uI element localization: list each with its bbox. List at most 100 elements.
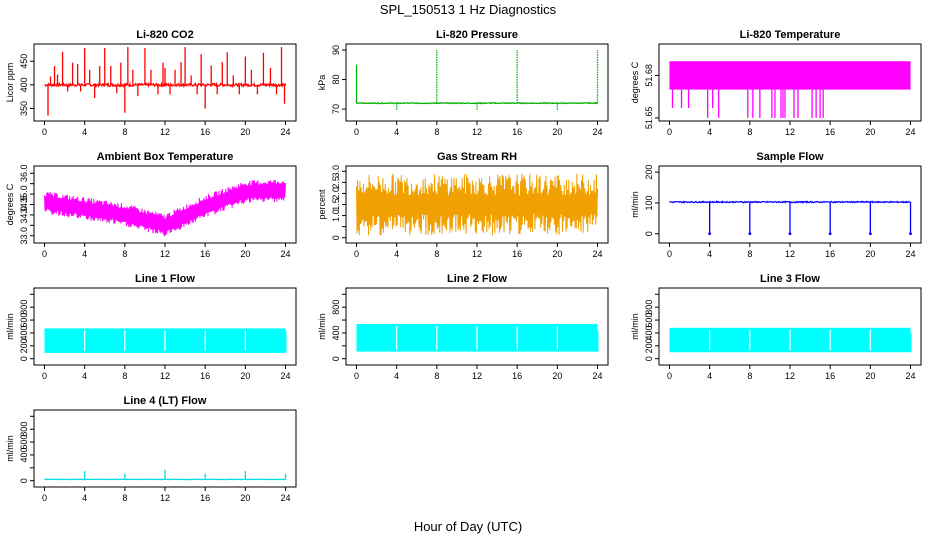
sample_flow-xtick-label-12: 12 (785, 249, 795, 259)
temperature-xtick-label-4: 4 (707, 127, 712, 137)
pressure-xtick-label-20: 20 (552, 127, 562, 137)
line3-ylabel: ml/min (630, 313, 640, 340)
sample_flow-title: Sample Flow (756, 151, 824, 163)
line1-xtick-label-8: 8 (122, 371, 127, 381)
temperature-xtick-label-12: 12 (785, 127, 795, 137)
line2-tail (597, 331, 599, 352)
line2-xtick-label-0: 0 (354, 371, 359, 381)
sample_flow-xtick-label-20: 20 (865, 249, 875, 259)
ambient-ytick-label-6: 36.0 (19, 164, 29, 182)
line2-xtick-label-4: 4 (394, 371, 399, 381)
rh-xtick-label-0: 0 (354, 249, 359, 259)
ambient-series-line (44, 179, 286, 237)
temperature-title: Li-820 Temperature (740, 29, 841, 41)
line1-tail (285, 331, 287, 353)
rh-ytick-label-6: 3.0 (331, 165, 341, 178)
line4-xtick-label-24: 24 (281, 493, 291, 503)
line3-ytick-label-0: 0 (644, 356, 654, 361)
sample_flow-plot-area (669, 200, 912, 236)
sample_flow-spike-point-2 (788, 232, 792, 236)
sample_flow-spike-point-4 (868, 232, 872, 236)
rh-ytick-label-0: 0 (331, 235, 341, 240)
ambient-ytick-label-0: 33.0 (19, 227, 29, 245)
line1-xtick-label-16: 16 (200, 371, 210, 381)
sample_flow-ytick-label-0: 0 (644, 231, 654, 236)
sample_flow-xtick-label-0: 0 (667, 249, 672, 259)
sample_flow-xtick-label-16: 16 (825, 249, 835, 259)
co2-xtick-label-4: 4 (82, 127, 87, 137)
pressure-xtick-label-0: 0 (354, 127, 359, 137)
panel-temperature: Li-820 Temperature degrees C 0 4 8 12 16 20 24 51… (630, 29, 922, 137)
line3-xtick-label-20: 20 (865, 371, 875, 381)
line3-ytick-label-4: 800 (644, 300, 654, 315)
line1-ytick-label-0: 0 (19, 356, 29, 361)
temperature-xtick-label-8: 8 (747, 127, 752, 137)
sample_flow-ytick-label-1: 100 (644, 195, 654, 210)
line3-xtick-label-16: 16 (825, 371, 835, 381)
co2-ytick-label-1: 400 (19, 77, 29, 92)
line1-ytick-label-1: 200 (19, 338, 29, 353)
line1-title: Line 1 Flow (135, 273, 195, 285)
temperature-xtick-label-0: 0 (667, 127, 672, 137)
ambient-plot-area (44, 179, 286, 237)
line1-ylabel: ml/min (5, 313, 15, 340)
co2-ylabel: Licor ppm (5, 63, 15, 103)
pressure-xtick-label-24: 24 (593, 127, 603, 137)
pressure-ytick-label-0: 70 (331, 104, 341, 114)
line1-xtick-label-0: 0 (42, 371, 47, 381)
rh-xtick-label-20: 20 (552, 249, 562, 259)
line2-xtick-label-12: 12 (472, 371, 482, 381)
ambient-xtick-label-8: 8 (122, 249, 127, 259)
temperature-xtick-label-20: 20 (865, 127, 875, 137)
line4-title: Line 4 (LT) Flow (124, 395, 207, 407)
line1-ytick-label-2: 400 (19, 325, 29, 340)
sample_flow-spike-point-5 (909, 232, 912, 236)
rh-xtick-label-8: 8 (434, 249, 439, 259)
line3-xtick-label-0: 0 (667, 371, 672, 381)
line3-ytick-label-3: 600 (644, 313, 654, 328)
ambient-xtick-label-12: 12 (160, 249, 170, 259)
line2-xtick-label-24: 24 (593, 371, 603, 381)
line4-xtick-label-20: 20 (240, 493, 250, 503)
line1-xtick-label-4: 4 (82, 371, 87, 381)
panel-line1: Line 1 Flow ml/min 0 4 8 12 16 20 24 0 20040060080… (5, 273, 297, 381)
ambient-title: Ambient Box Temperature (97, 151, 234, 163)
sample_flow-xtick-label-4: 4 (707, 249, 712, 259)
pressure-plot-area (355, 50, 599, 111)
line2-title: Line 2 Flow (447, 273, 507, 285)
sample_flow-ytick-label-2: 200 (644, 165, 654, 180)
temperature-band (669, 61, 911, 90)
sample_flow-spike-point-0 (708, 232, 712, 236)
pressure-ylabel: kPa (317, 75, 327, 91)
line4-xtick-label-16: 16 (200, 493, 210, 503)
line2-ytick-label-2: 400 (331, 325, 341, 340)
rh-ylabel: percent (317, 189, 327, 220)
ambient-xtick-label-16: 16 (200, 249, 210, 259)
line3-ytick-label-2: 400 (644, 325, 654, 340)
ambient-xtick-label-4: 4 (82, 249, 87, 259)
sample_flow-spike-point-1 (748, 232, 752, 236)
sample_flow-ylabel: ml/min (630, 191, 640, 218)
line2-ytick-label-4: 800 (331, 300, 341, 315)
pressure-xtick-label-4: 4 (394, 127, 399, 137)
line3-title: Line 3 Flow (760, 273, 820, 285)
pressure-ytick-label-1: 80 (331, 75, 341, 85)
co2-xtick-label-20: 20 (240, 127, 250, 137)
rh-xtick-label-4: 4 (394, 249, 399, 259)
line1-xtick-label-12: 12 (160, 371, 170, 381)
sample_flow-xtick-label-24: 24 (906, 249, 916, 259)
line2-xtick-label-20: 20 (552, 371, 562, 381)
line2-xtick-label-16: 16 (512, 371, 522, 381)
figure-xlabel: Hour of Day (UTC) (414, 519, 522, 534)
rh-title: Gas Stream RH (437, 151, 517, 163)
ambient-ytick-label-2: 34.0 (19, 206, 29, 224)
panel-pressure: Li-820 Pressure kPa 0 4 8 12 16 20 24 70 80 90 (317, 29, 609, 137)
line3-tail (910, 332, 912, 352)
line4-xtick-label-12: 12 (160, 493, 170, 503)
line3-xtick-label-4: 4 (707, 371, 712, 381)
ambient-ytick-label-4: 35.0 (19, 185, 29, 203)
line2-ytick-label-0: 0 (331, 356, 341, 361)
line4-ytick-label-2: 400 (19, 447, 29, 462)
